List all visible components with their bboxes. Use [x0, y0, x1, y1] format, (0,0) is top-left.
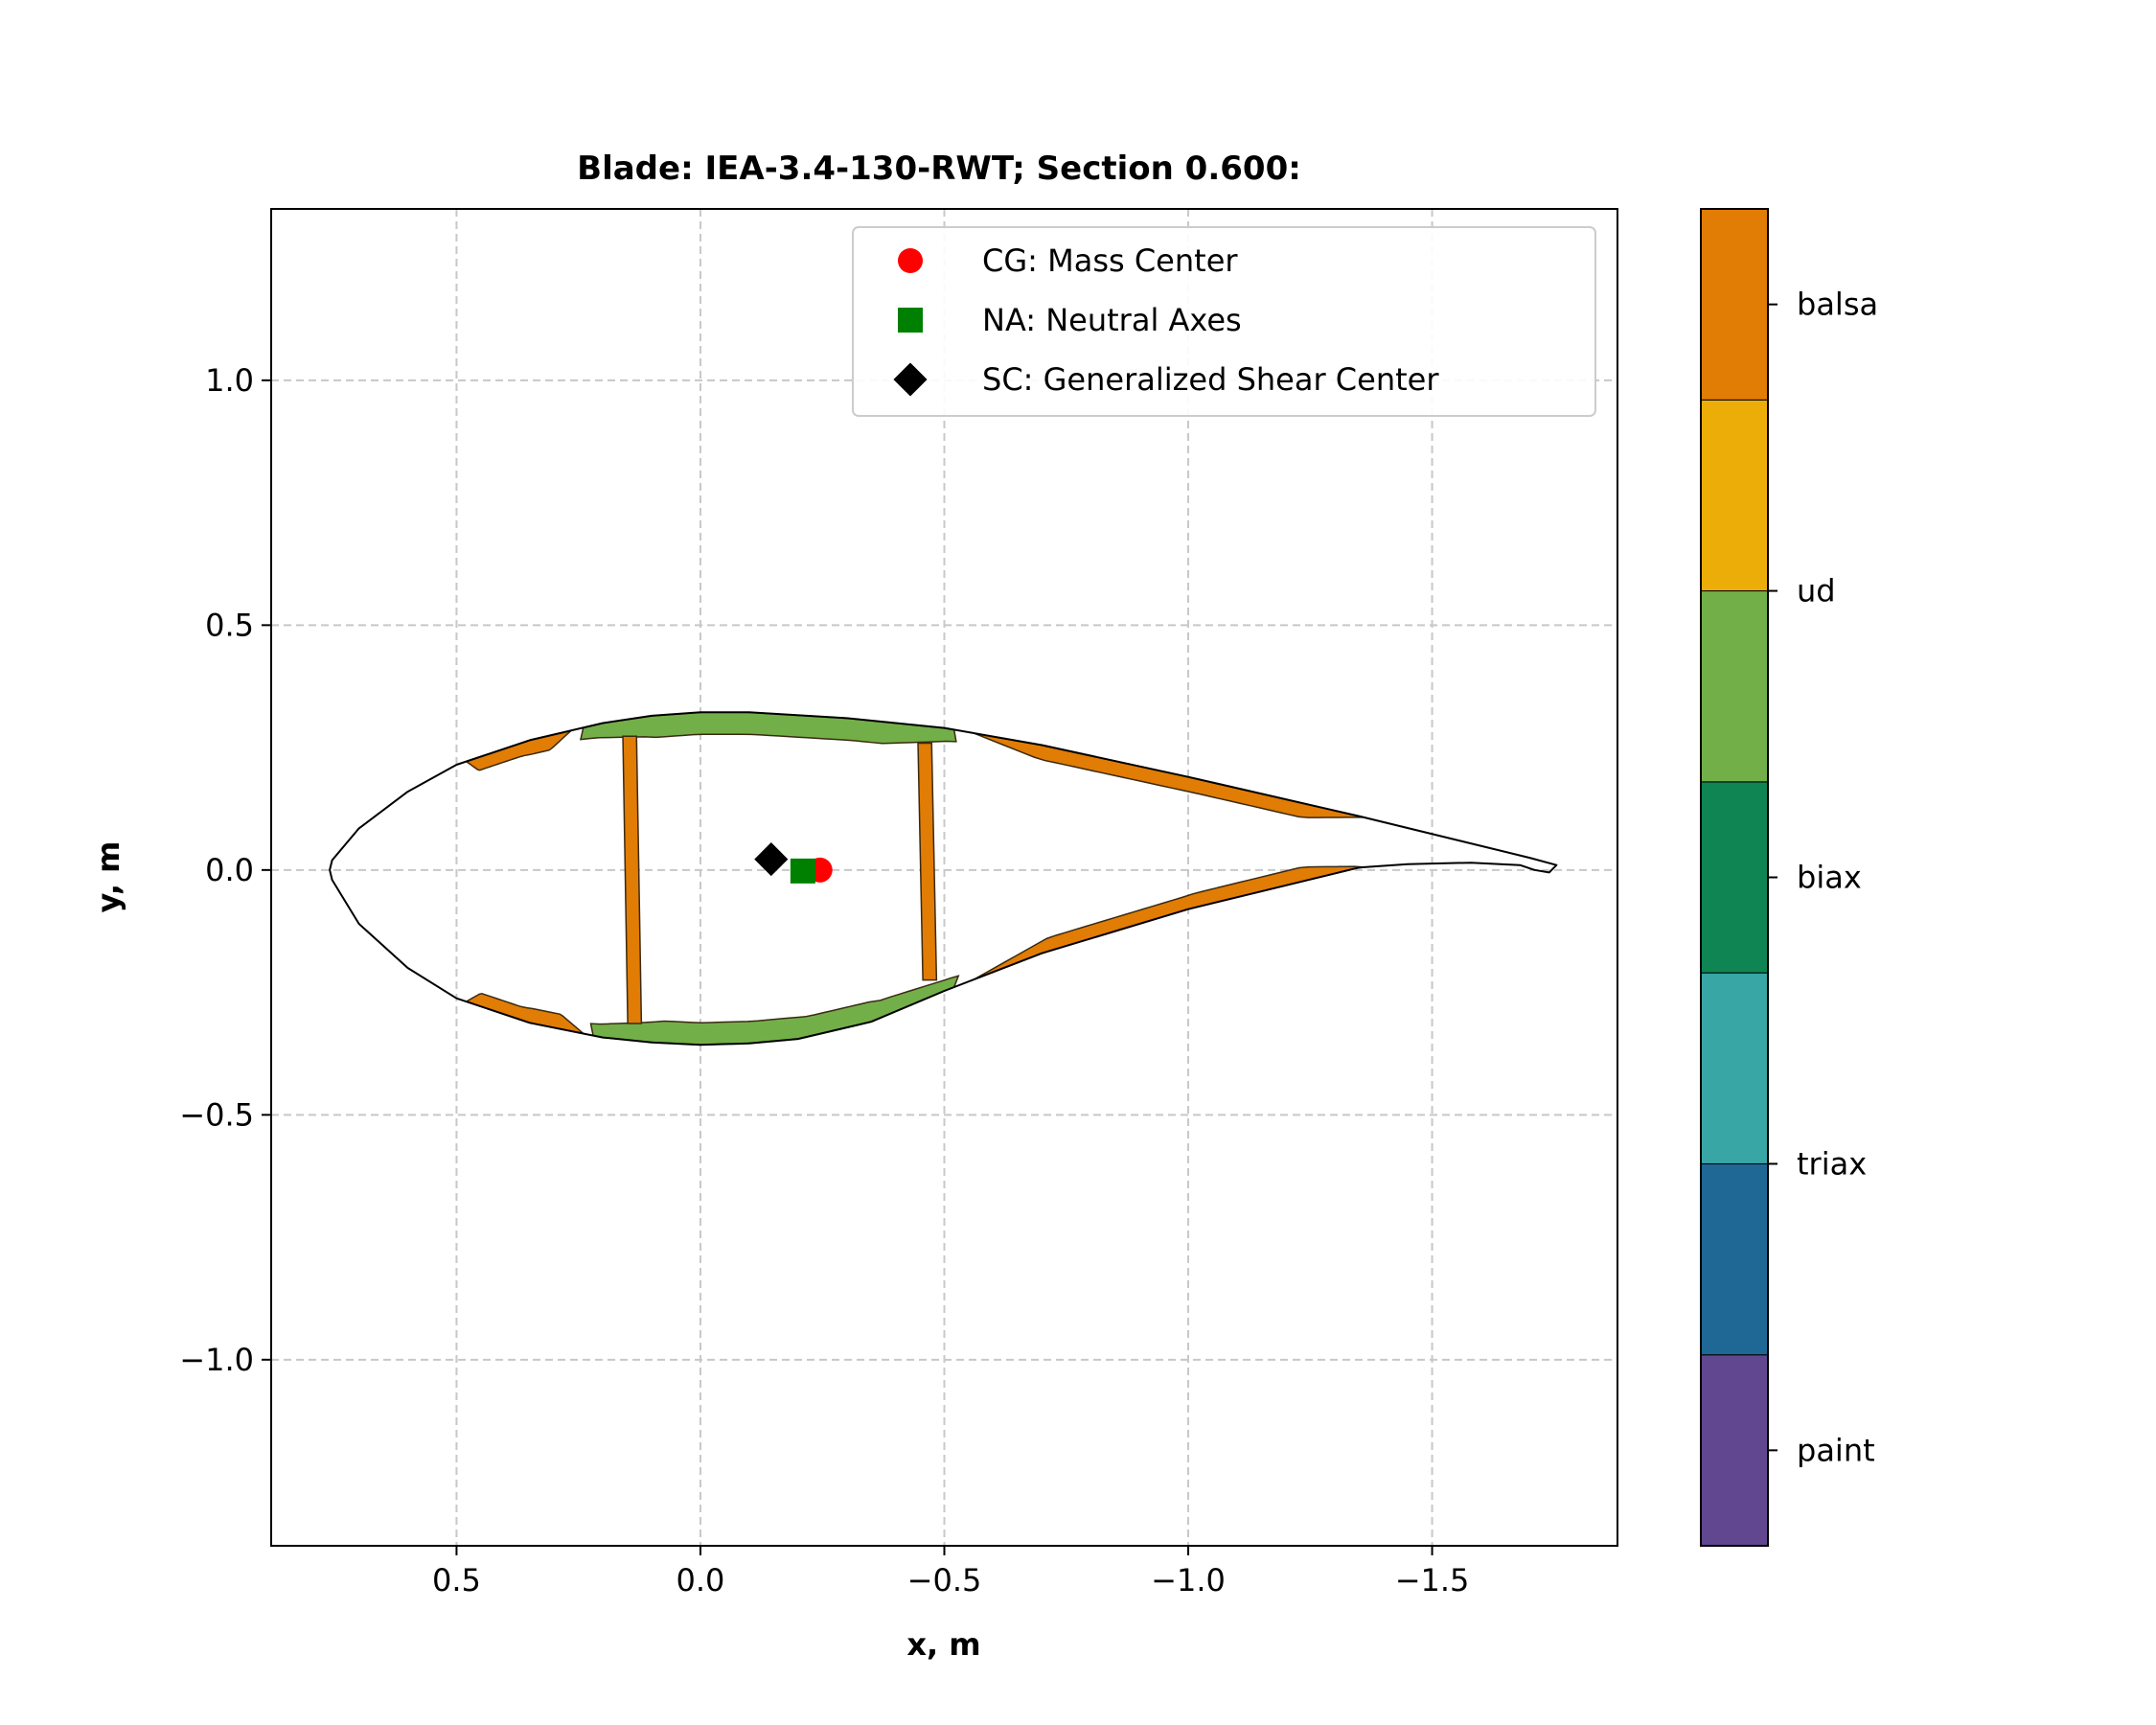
colorbar-tick-label: ud: [1797, 573, 1836, 610]
legend-entry-label: NA: Neutral Axes: [982, 302, 1242, 338]
lower-balsa-region: [973, 865, 1365, 980]
colorbar-tick-label: biax: [1797, 860, 1862, 896]
colorbar-tick-label: balsa: [1797, 287, 1878, 323]
lower-balsa-region: [464, 992, 586, 1035]
airfoil-outline: [329, 711, 1558, 1046]
colorbar-band: [1700, 1354, 1769, 1547]
upper-balsa-region: [973, 732, 1365, 818]
x-tick-label: 0.0: [677, 1562, 725, 1598]
shear-web-2: [917, 742, 938, 981]
lower-ud-region: [589, 975, 960, 1046]
legend-entry-label: CG: Mass Center: [982, 242, 1238, 279]
diamond-point: [754, 842, 789, 877]
x-tick-label: −1.5: [1395, 1562, 1470, 1598]
square-point: [790, 858, 815, 884]
colorbar-band: [1700, 590, 1769, 783]
colorbar-band: [1700, 1162, 1769, 1356]
x-tick-label: −1.0: [1151, 1562, 1226, 1598]
x-axis-ticks: 0.5 0.0 −0.5 −1.0 −1.5: [432, 1546, 1469, 1598]
y-axis-ticks: 1.0 0.5 0.0 −0.5 −1.0: [179, 362, 271, 1378]
legend-circle-marker: [898, 248, 923, 273]
colorbar-tick-label: paint: [1797, 1432, 1875, 1468]
colorbar-tick-label: triax: [1797, 1145, 1867, 1182]
reference-points: [754, 842, 833, 884]
legend-box: [852, 226, 1596, 417]
chart-title: Blade: IEA-3.4-130-RWT; Section 0.600:: [577, 150, 1301, 188]
x-tick-label: −0.5: [907, 1562, 982, 1598]
colorbar-band: [1700, 972, 1769, 1164]
colorbar-band: [1700, 208, 1769, 401]
y-tick-label: −1.0: [179, 1342, 254, 1378]
y-axis-label: y, m: [90, 840, 126, 912]
shear-web-1: [622, 735, 643, 1024]
y-tick-label: −0.5: [179, 1096, 254, 1133]
x-axis-label: x, m: [906, 1626, 980, 1663]
upper-balsa-region: [464, 728, 574, 771]
legend-diamond-marker: [893, 362, 928, 397]
colorbar-band: [1700, 781, 1769, 974]
legend: CG: Mass Center NA: Neutral Axes SC: Gener…: [852, 226, 1596, 417]
colorbar-band: [1700, 399, 1769, 592]
y-tick-label: 1.0: [205, 362, 254, 399]
material-colorbar: paint triax biax ud balsa: [1700, 208, 1878, 1547]
legend-square-marker: [898, 308, 923, 333]
y-tick-label: 0.0: [205, 852, 254, 888]
airfoil-section: [329, 711, 1558, 1046]
y-tick-label: 0.5: [205, 607, 254, 643]
x-tick-label: 0.5: [432, 1562, 481, 1598]
legend-entry-label: SC: Generalized Shear Center: [982, 361, 1439, 398]
